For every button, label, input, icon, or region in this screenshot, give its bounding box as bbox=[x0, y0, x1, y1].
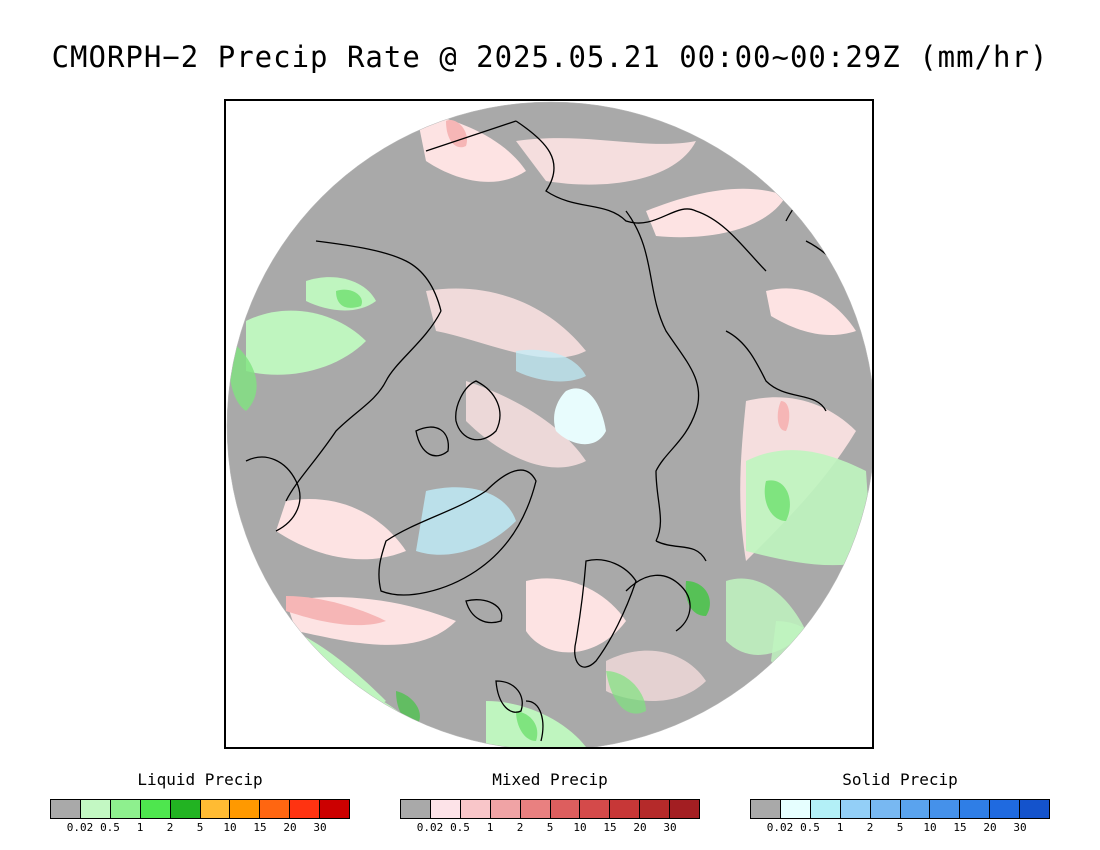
legend-swatch bbox=[930, 800, 961, 818]
legend-tick-label: 1 bbox=[836, 821, 844, 834]
color-bar bbox=[400, 799, 700, 819]
legend-tick-label: 2 bbox=[516, 821, 524, 834]
legend-tick-label: 30 bbox=[663, 821, 677, 834]
legend-mixed: Mixed Precip 0.02 0.5 1 2 5 10 15 20 30 bbox=[400, 770, 700, 834]
legend-swatch bbox=[840, 800, 871, 818]
legend-tick-label: 15 bbox=[253, 821, 267, 834]
legend-swatch bbox=[490, 800, 521, 818]
legend-swatch bbox=[670, 800, 700, 818]
legend-tick-label: 30 bbox=[313, 821, 327, 834]
color-bar bbox=[750, 799, 1050, 819]
legend-title: Solid Precip bbox=[842, 770, 958, 789]
legend-liquid: Liquid Precip 0.02 0.5 1 2 5 10 15 20 30 bbox=[50, 770, 350, 834]
legend-swatch bbox=[900, 800, 931, 818]
legend-solid: Solid Precip 0.02 0.5 1 2 5 10 15 20 30 bbox=[750, 770, 1050, 834]
legend-swatch bbox=[460, 800, 491, 818]
legend-tick-label: 0.5 bbox=[450, 821, 470, 834]
legend-tick-label: 10 bbox=[923, 821, 937, 834]
color-bar bbox=[50, 799, 350, 819]
legend-title: Mixed Precip bbox=[492, 770, 608, 789]
map-svg bbox=[226, 101, 872, 747]
legend-tick-label: 1 bbox=[136, 821, 144, 834]
legend-swatch bbox=[401, 800, 431, 818]
legend-tick-label: 0.5 bbox=[100, 821, 120, 834]
legend-swatch bbox=[870, 800, 901, 818]
legend-swatch bbox=[51, 800, 81, 818]
legend-swatch bbox=[751, 800, 781, 818]
legend-swatch bbox=[140, 800, 171, 818]
legend-swatch bbox=[960, 800, 991, 818]
legend-tick-label: 20 bbox=[633, 821, 647, 834]
chart-title: CMORPH−2 Precip Rate @ 2025.05.21 00:00~… bbox=[51, 40, 1049, 74]
legend-swatch bbox=[290, 800, 321, 818]
legend-swatch bbox=[110, 800, 141, 818]
legend-tick-label: 5 bbox=[196, 821, 204, 834]
legend-swatch bbox=[990, 800, 1021, 818]
legend-swatch bbox=[260, 800, 291, 818]
legend-swatch bbox=[80, 800, 111, 818]
legend-tick-label: 0.02 bbox=[66, 821, 94, 834]
legend-tick-label: 15 bbox=[953, 821, 967, 834]
tick-labels: 0.02 0.5 1 2 5 10 15 20 30 bbox=[750, 819, 1050, 834]
legend-swatch bbox=[200, 800, 231, 818]
legend-swatch bbox=[320, 800, 350, 818]
legend-swatch bbox=[610, 800, 641, 818]
legend-swatch bbox=[1020, 800, 1050, 818]
legend-tick-label: 10 bbox=[223, 821, 237, 834]
legend-title: Liquid Precip bbox=[137, 770, 263, 789]
legend-swatch bbox=[780, 800, 811, 818]
legend-tick-label: 0.5 bbox=[800, 821, 820, 834]
legend-tick-label: 2 bbox=[866, 821, 874, 834]
tick-labels: 0.02 0.5 1 2 5 10 15 20 30 bbox=[50, 819, 350, 834]
legend-swatch bbox=[580, 800, 611, 818]
legend-tick-label: 30 bbox=[1013, 821, 1027, 834]
legend-tick-label: 5 bbox=[896, 821, 904, 834]
legend-swatch bbox=[520, 800, 551, 818]
tick-labels: 0.02 0.5 1 2 5 10 15 20 30 bbox=[400, 819, 700, 834]
legend-tick-label: 20 bbox=[283, 821, 297, 834]
legend-swatch bbox=[640, 800, 671, 818]
legend-tick-label: 20 bbox=[983, 821, 997, 834]
legend-swatch bbox=[430, 800, 461, 818]
legend-tick-label: 15 bbox=[603, 821, 617, 834]
legend-tick-label: 1 bbox=[486, 821, 494, 834]
legend-swatch bbox=[170, 800, 201, 818]
legend-swatch bbox=[550, 800, 581, 818]
legend-tick-label: 2 bbox=[166, 821, 174, 834]
legend-tick-label: 0.02 bbox=[766, 821, 794, 834]
polar-map bbox=[224, 99, 874, 749]
legend-tick-label: 0.02 bbox=[416, 821, 444, 834]
legend-tick-label: 10 bbox=[573, 821, 587, 834]
legend-swatch bbox=[810, 800, 841, 818]
legend-tick-label: 5 bbox=[546, 821, 554, 834]
legend-swatch bbox=[230, 800, 261, 818]
